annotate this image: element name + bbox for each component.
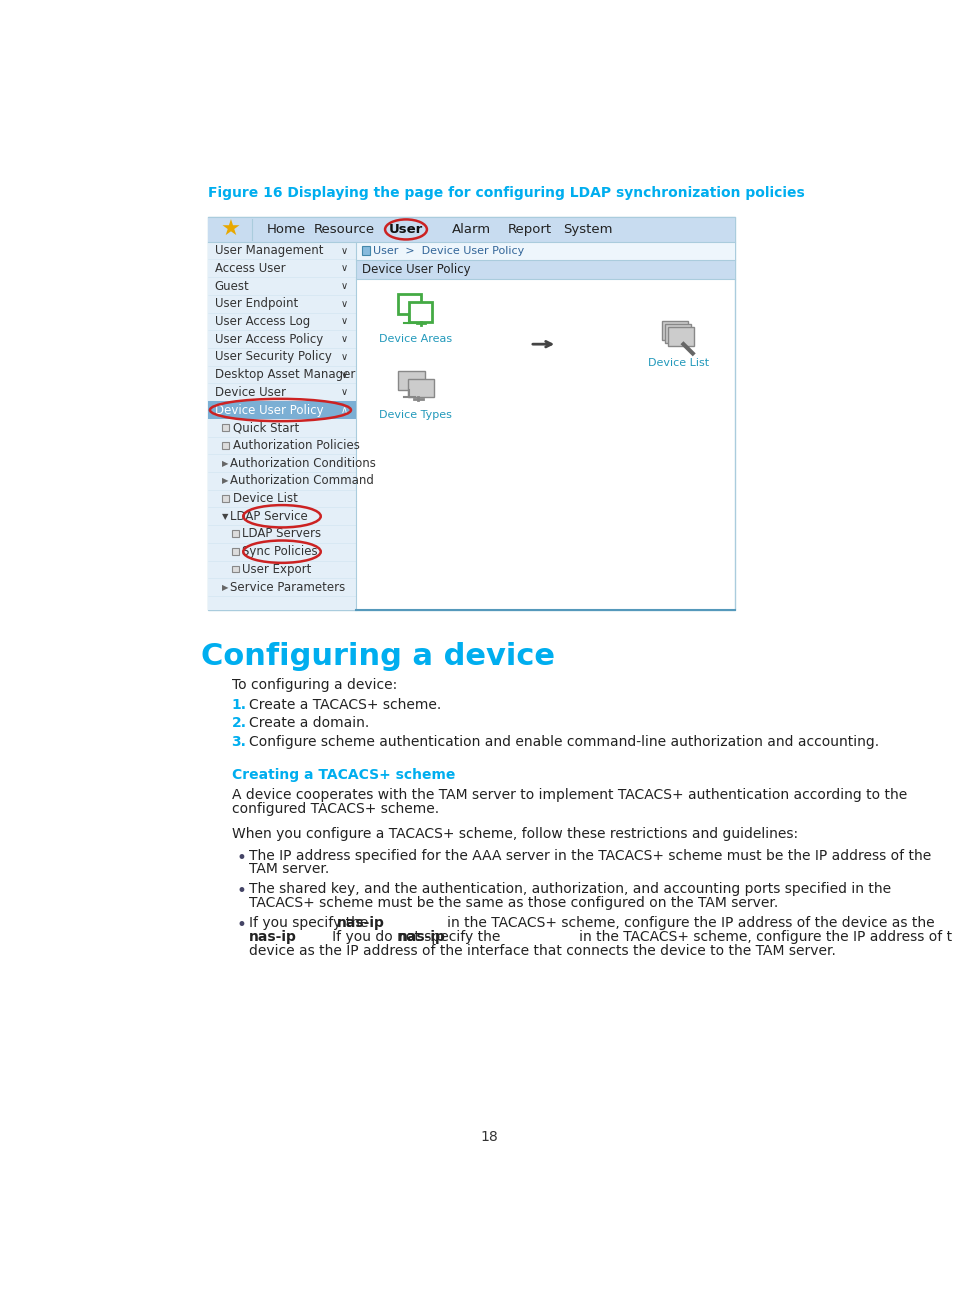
Text: If you specify the                  in the TACACS+ scheme, configure the IP addr: If you specify the in the TACACS+ scheme… xyxy=(249,916,933,931)
Text: User Access Log: User Access Log xyxy=(214,315,310,328)
Text: Create a domain.: Create a domain. xyxy=(249,717,369,730)
Text: Device Areas: Device Areas xyxy=(378,334,452,345)
FancyBboxPatch shape xyxy=(208,402,355,419)
Text: Device User: Device User xyxy=(214,386,285,399)
Text: nas-ip: nas-ip xyxy=(397,931,446,945)
Text: ∧: ∧ xyxy=(341,406,348,415)
Text: Sync Policies: Sync Policies xyxy=(242,546,317,559)
Text: ▶: ▶ xyxy=(222,477,229,485)
Text: Access User: Access User xyxy=(214,262,285,275)
Text: 1.: 1. xyxy=(232,697,247,712)
Text: Figure 16 Displaying the page for configuring LDAP synchronization policies: Figure 16 Displaying the page for config… xyxy=(208,187,804,200)
Text: Guest: Guest xyxy=(214,280,249,293)
FancyBboxPatch shape xyxy=(208,242,355,610)
Text: ∨: ∨ xyxy=(341,388,348,398)
Text: When you configure a TACACS+ scheme, follow these restrictions and guidelines:: When you configure a TACACS+ scheme, fol… xyxy=(232,827,797,841)
Text: Quick Start: Quick Start xyxy=(233,421,299,434)
Text: LDAP Servers: LDAP Servers xyxy=(242,527,321,540)
Text: A device cooperates with the TAM server to implement TACACS+ authentication acco: A device cooperates with the TAM server … xyxy=(232,788,906,802)
Text: User Endpoint: User Endpoint xyxy=(214,297,297,310)
Text: Desktop Asset Manager: Desktop Asset Manager xyxy=(214,368,355,381)
Text: Home: Home xyxy=(266,223,305,236)
FancyBboxPatch shape xyxy=(664,324,691,342)
Text: ∨: ∨ xyxy=(341,246,348,255)
Text: User Export: User Export xyxy=(242,562,312,575)
Text: User Access Policy: User Access Policy xyxy=(214,333,322,346)
Text: ∨: ∨ xyxy=(341,334,348,345)
Text: Device User Policy: Device User Policy xyxy=(361,263,470,276)
Text: 3.: 3. xyxy=(232,735,246,749)
Text: configured TACACS+ scheme.: configured TACACS+ scheme. xyxy=(232,802,438,816)
Text: Authorization Policies: Authorization Policies xyxy=(233,439,359,452)
Text: ∨: ∨ xyxy=(341,263,348,273)
Text: Creating a TACACS+ scheme: Creating a TACACS+ scheme xyxy=(232,769,455,783)
Text: ∨: ∨ xyxy=(341,369,348,380)
Text: Device User Policy: Device User Policy xyxy=(214,403,323,416)
FancyBboxPatch shape xyxy=(361,246,370,255)
FancyBboxPatch shape xyxy=(397,294,421,314)
Text: ∨: ∨ xyxy=(341,281,348,292)
FancyBboxPatch shape xyxy=(397,371,424,390)
Text: User Management: User Management xyxy=(214,244,323,257)
Text: If you do not specify the                  in the TACACS+ scheme, configure the : If you do not specify the in the TACACS+… xyxy=(249,931,953,945)
Text: ▶: ▶ xyxy=(222,459,229,468)
Text: Report: Report xyxy=(507,223,552,236)
Text: Resource: Resource xyxy=(314,223,375,236)
Text: TACACS+ scheme must be the same as those configured on the TAM server.: TACACS+ scheme must be the same as those… xyxy=(249,897,777,910)
FancyBboxPatch shape xyxy=(409,302,432,321)
FancyBboxPatch shape xyxy=(407,378,434,398)
Text: Service Parameters: Service Parameters xyxy=(230,581,345,594)
Text: System: System xyxy=(563,223,612,236)
Text: 18: 18 xyxy=(479,1130,497,1143)
Text: The IP address specified for the AAA server in the TACACS+ scheme must be the IP: The IP address specified for the AAA ser… xyxy=(249,849,930,863)
FancyBboxPatch shape xyxy=(232,565,238,573)
FancyBboxPatch shape xyxy=(232,530,238,537)
Text: User Security Policy: User Security Policy xyxy=(214,350,331,363)
Text: •: • xyxy=(236,916,246,934)
Text: Device Types: Device Types xyxy=(378,410,452,420)
Text: ∨: ∨ xyxy=(341,353,348,362)
Text: Authorization Command: Authorization Command xyxy=(230,474,374,487)
Text: •: • xyxy=(236,849,246,867)
FancyBboxPatch shape xyxy=(355,242,735,260)
FancyBboxPatch shape xyxy=(208,218,735,610)
Text: •: • xyxy=(236,883,246,901)
Text: LDAP Service: LDAP Service xyxy=(230,509,308,522)
FancyBboxPatch shape xyxy=(661,321,687,340)
FancyBboxPatch shape xyxy=(355,260,735,279)
Text: 2.: 2. xyxy=(232,717,247,730)
Text: Create a TACACS+ scheme.: Create a TACACS+ scheme. xyxy=(249,697,440,712)
FancyBboxPatch shape xyxy=(222,424,229,430)
FancyBboxPatch shape xyxy=(208,218,735,242)
Text: ∨: ∨ xyxy=(341,299,348,308)
Text: Configuring a device: Configuring a device xyxy=(200,642,554,671)
Text: nas-ip: nas-ip xyxy=(336,916,384,931)
Text: ∨: ∨ xyxy=(341,316,348,327)
Text: ★: ★ xyxy=(220,219,240,240)
Text: ▶: ▶ xyxy=(222,583,229,591)
FancyBboxPatch shape xyxy=(667,327,694,346)
Text: Configure scheme authentication and enable command-line authorization and accoun: Configure scheme authentication and enab… xyxy=(249,735,878,749)
FancyBboxPatch shape xyxy=(222,495,229,502)
Text: device as the IP address of the interface that connects the device to the TAM se: device as the IP address of the interfac… xyxy=(249,943,835,958)
Text: TAM server.: TAM server. xyxy=(249,862,329,876)
FancyBboxPatch shape xyxy=(222,442,229,448)
Text: The shared key, and the authentication, authorization, and accounting ports spec: The shared key, and the authentication, … xyxy=(249,883,890,897)
Text: User  >  Device User Policy: User > Device User Policy xyxy=(373,246,523,257)
Text: Alarm: Alarm xyxy=(452,223,491,236)
Text: User: User xyxy=(389,223,423,236)
Text: Authorization Conditions: Authorization Conditions xyxy=(230,456,375,469)
Text: Device List: Device List xyxy=(647,358,709,368)
Text: ▼: ▼ xyxy=(222,512,229,521)
Text: Device List: Device List xyxy=(233,492,297,505)
Ellipse shape xyxy=(385,219,427,240)
Text: nas-ip: nas-ip xyxy=(249,931,296,945)
FancyBboxPatch shape xyxy=(232,548,238,555)
Text: To configuring a device:: To configuring a device: xyxy=(232,678,396,692)
